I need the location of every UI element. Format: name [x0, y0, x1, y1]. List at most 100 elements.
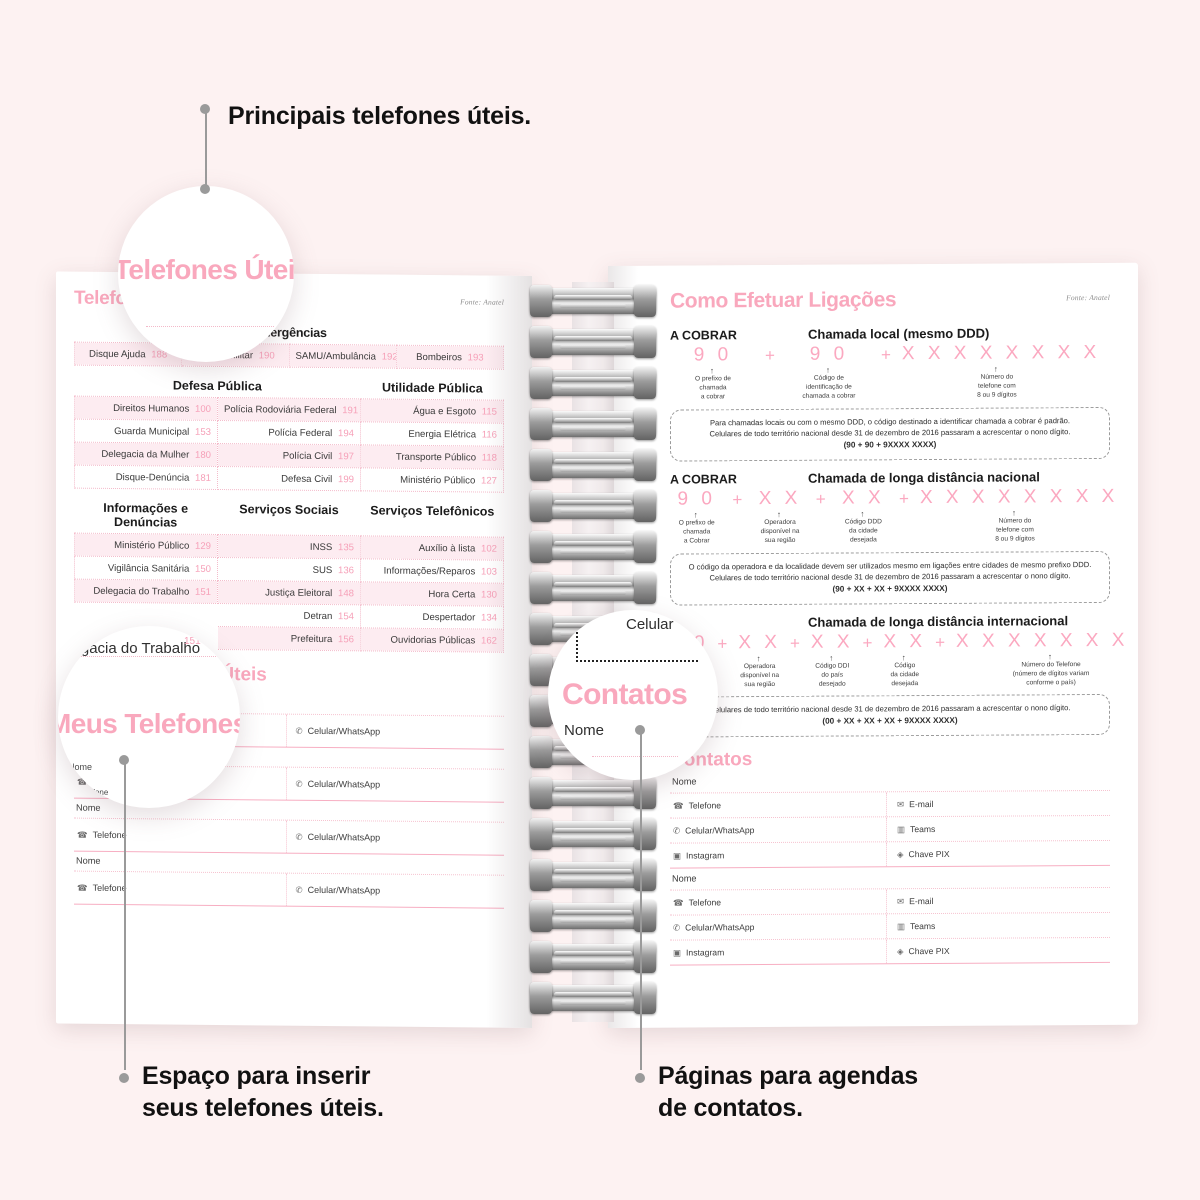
contact-field-row: ✆ Celular/WhatsApp ▥ Teams — [670, 912, 1110, 941]
coil-cap-right — [634, 900, 656, 932]
celular-field[interactable]: ✆ Celular/WhatsApp — [285, 873, 504, 908]
contact-field-chave pix[interactable]: ◈ Chave PIX — [886, 937, 1110, 964]
contact-field-telefone[interactable]: ☎ Telefone — [673, 800, 722, 811]
formula-segment: X X X X X X X X ↑ Número do Telefone (núme… — [956, 629, 1138, 689]
phone-number: 156 — [337, 633, 354, 645]
phone-number: 135 — [337, 541, 354, 553]
coil-wire-secondary — [560, 591, 626, 595]
coil-wire-secondary — [560, 509, 626, 513]
table-cell: Informações/Reparos 103 — [360, 558, 504, 584]
telefone-field[interactable]: ☎Telefone — [77, 829, 127, 841]
call-kind-label: Chamada local (mesmo DDD) — [808, 325, 990, 342]
formula-segment: 9 0 ↑ O prefixo de chamada a cobrar — [670, 344, 756, 402]
coil-cap-right — [634, 982, 656, 1014]
phone-number: 194 — [337, 427, 354, 439]
segment-tick: ↑ — [829, 653, 836, 663]
segment-digits: X X — [810, 631, 854, 653]
phone-number: 199 — [337, 473, 354, 485]
call-kind-label: Chamada de longa distância nacional — [808, 469, 1040, 486]
phone-icon: ☎ — [77, 882, 88, 893]
table-row: Disque Ajuda 188Polícia Militar 190SAMU/… — [74, 342, 504, 370]
phone-number: 148 — [337, 587, 354, 599]
heading-servicos-sociais: Serviços Sociais — [239, 502, 339, 518]
right-page-title: Como Efetuar Ligações — [670, 288, 897, 313]
formula-segment: X X ↑ Operadora disponível na sua região — [738, 632, 781, 690]
phone-number: 193 — [467, 351, 484, 364]
coil-wire-secondary — [560, 919, 626, 923]
celular-field[interactable]: ✆ Celular/WhatsApp — [285, 767, 504, 802]
table-cell: Energia Elétrica 116 — [360, 421, 504, 447]
contact-field-celular/whatsapp[interactable]: ✆ Celular/WhatsApp — [673, 825, 755, 836]
phone-number: 154 — [337, 610, 354, 622]
celular-field[interactable]: ✆ Celular/WhatsApp — [285, 714, 504, 749]
coil-wire-secondary — [560, 1001, 626, 1005]
magnifier-bubble-telefones-uteis: Telefones Úteis — [118, 186, 294, 362]
phone-number: 129 — [194, 540, 211, 552]
plus-sign: + — [935, 632, 948, 652]
contact-name-field[interactable]: Nome — [670, 865, 1110, 891]
coil-cap-left — [530, 818, 552, 850]
contact-field-e-mail[interactable]: ✉ E-mail — [886, 887, 1110, 914]
call-kind-label: Chamada de longa distância internacional — [808, 613, 1069, 630]
phone-icon: ☎ — [77, 829, 88, 840]
contact-field-teams[interactable]: ▥ Teams — [886, 912, 1110, 939]
coil-cap-left — [530, 367, 552, 399]
contact-field-celular/whatsapp[interactable]: ✆ Celular/WhatsApp — [673, 922, 755, 933]
coil-wire-secondary — [560, 304, 626, 308]
coil-wire — [554, 787, 632, 792]
segment-caption: Número do Telefone (número de dígitos va… — [1012, 660, 1090, 687]
coil-wire — [554, 500, 632, 505]
phone-number: 153 — [194, 426, 211, 438]
formula-segment: X X ↑ Código DDI do país desejado — [811, 631, 854, 689]
block-headings: Chamada de longa distância internacional — [670, 613, 1110, 631]
contact-field-instagram[interactable]: ▣ Instagram — [673, 850, 725, 861]
table-cell: Transporte Público 118 — [360, 444, 504, 470]
spiral-coil — [530, 569, 656, 609]
instagram-icon: ▣ — [673, 947, 682, 958]
contact-field-telefone[interactable]: ☎ Telefone — [673, 897, 722, 908]
spiral-coil — [530, 487, 656, 527]
whatsapp-icon: ✆ — [673, 825, 681, 836]
table-cell: INSS 135 — [217, 534, 361, 559]
contact-field-e-mail[interactable]: ✉ E-mail — [886, 790, 1110, 817]
coil-cap-left — [530, 408, 552, 440]
plus-sign: + — [732, 490, 745, 510]
whatsapp-icon: ✆ — [295, 831, 303, 842]
phone-icon: ☎ — [673, 897, 684, 908]
contact-field-row: ▣ Instagram ◈ Chave PIX — [670, 840, 1110, 869]
segment-digits: X X — [738, 631, 781, 654]
pix-icon: ◈ — [897, 848, 904, 859]
phone-number: 150 — [194, 563, 211, 575]
coil-cap-left — [530, 490, 552, 522]
contact-field-teams[interactable]: ▥ Teams — [886, 815, 1110, 842]
note-formula: (90 + 90 + 9XXXX XXXX) — [843, 440, 937, 450]
phone-number: 180 — [194, 449, 211, 461]
plus-sign: + — [880, 345, 893, 365]
heading-utilidade-publica: Utilidade Pública — [381, 380, 483, 396]
contact-name-field[interactable]: Nome — [670, 768, 1110, 794]
coil-cap-right — [634, 818, 656, 850]
bubble-row-number: 151 — [184, 636, 201, 647]
coil-wire — [554, 377, 632, 382]
annotation-paginas-agendas: Páginas para agendas de contatos. — [658, 1062, 919, 1122]
coil-cap-left — [530, 572, 552, 604]
contact-field-chave pix[interactable]: ◈ Chave PIX — [886, 840, 1110, 867]
table-cell: Ouvidorias Públicas 162 — [360, 627, 504, 653]
instagram-icon: ▣ — [673, 850, 682, 861]
spiral-coil — [530, 528, 656, 568]
contatos-entries: Nome ☎ Telefone ✉ E-mail ✆ Celular/WhatsApp ▥ Te… — [670, 768, 1110, 966]
table-cell: Polícia Rodoviária Federal 191 — [217, 397, 361, 422]
telefone-field[interactable]: ☎Telefone — [77, 882, 127, 894]
coil-wire — [554, 418, 632, 423]
call-block-0: A COBRAR Chamada local (mesmo DDD) 9 0 ↑ O p… — [670, 325, 1110, 462]
coil-wire — [554, 459, 632, 464]
coil-cap-left — [530, 531, 552, 563]
contact-field-instagram[interactable]: ▣ Instagram — [673, 947, 725, 958]
celular-field[interactable]: ✆ Celular/WhatsApp — [285, 820, 504, 855]
spiral-coil — [530, 815, 656, 855]
formula-segment: X X ↑ Código DDD da cidade desejada — [837, 487, 890, 545]
heading-servicos-telefonicos: Serviços Telefônicos — [370, 503, 495, 519]
annotation-espaco-inserir: Espaço para inserir seus telefones úteis… — [142, 1062, 384, 1122]
contatos-title: Contatos — [670, 749, 753, 771]
whatsapp-icon: ✆ — [295, 884, 303, 895]
